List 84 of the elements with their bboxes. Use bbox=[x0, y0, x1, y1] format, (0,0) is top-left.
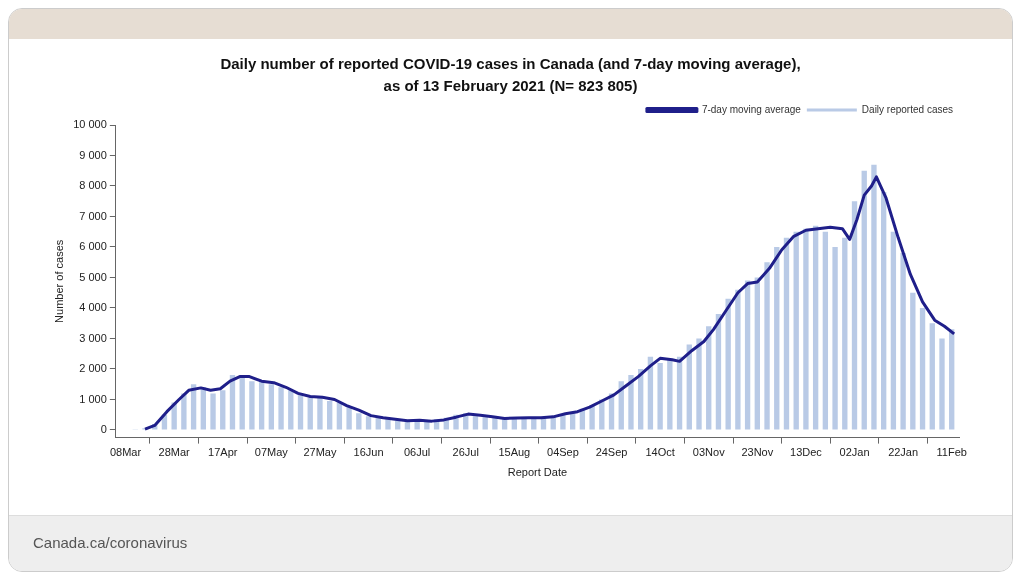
x-tick-label: 28Mar bbox=[158, 446, 191, 459]
x-tick-label: 24Sep bbox=[595, 446, 628, 459]
bar bbox=[881, 192, 887, 430]
bar bbox=[774, 246, 780, 430]
x-tick-label: 14Oct bbox=[645, 446, 675, 459]
bar bbox=[744, 280, 751, 430]
bar bbox=[268, 384, 275, 430]
bar bbox=[521, 417, 527, 430]
bar bbox=[385, 419, 391, 430]
bar bbox=[735, 289, 741, 430]
bar bbox=[297, 394, 304, 430]
bar bbox=[812, 225, 819, 430]
bar bbox=[861, 170, 867, 430]
bar bbox=[560, 414, 566, 430]
x-tick-label: 11Feb bbox=[936, 446, 967, 459]
bar bbox=[492, 417, 498, 430]
bar bbox=[910, 292, 916, 430]
bar bbox=[793, 231, 799, 430]
bar bbox=[346, 407, 352, 430]
bar bbox=[356, 413, 362, 430]
bar bbox=[851, 201, 858, 430]
bar bbox=[919, 307, 926, 430]
x-tick-label: 17Apr bbox=[208, 446, 238, 459]
bar bbox=[832, 246, 838, 430]
x-tick-label: 06Jul bbox=[404, 446, 431, 459]
bar bbox=[871, 164, 877, 430]
bar bbox=[249, 381, 255, 430]
bar bbox=[822, 231, 829, 430]
bar bbox=[258, 381, 265, 430]
y-tick-label: 4 000 bbox=[79, 301, 107, 314]
x-tick-label: 13Dec bbox=[790, 446, 823, 459]
bar bbox=[472, 416, 479, 430]
y-tick-label: 7 000 bbox=[79, 209, 107, 222]
bar bbox=[754, 277, 760, 430]
bar bbox=[278, 387, 284, 430]
x-tick-label: 08Mar bbox=[109, 446, 142, 459]
x-tick-label: 15Aug bbox=[498, 446, 531, 459]
x-tick-label: 26Jul bbox=[452, 446, 479, 459]
bar bbox=[210, 393, 216, 430]
bar bbox=[949, 329, 955, 430]
bar bbox=[696, 338, 702, 430]
bar bbox=[307, 397, 313, 430]
x-tick-label: 02Jan bbox=[839, 446, 870, 459]
bar bbox=[628, 375, 634, 430]
y-tick-label: 9 000 bbox=[79, 148, 107, 161]
bar bbox=[764, 262, 770, 430]
bar bbox=[890, 231, 897, 430]
y-axis-title: Number of cases bbox=[52, 239, 65, 323]
bar bbox=[803, 228, 809, 430]
x-tick-label: 23Nov bbox=[741, 446, 774, 459]
x-tick-label: 22Jan bbox=[888, 446, 919, 459]
text: Canada.ca/coronavirus bbox=[33, 534, 188, 551]
bar bbox=[220, 390, 226, 430]
chart-subtitle: as of 13 February 2021 (N= 823 805) bbox=[382, 76, 639, 96]
x-tick-label: 27May bbox=[303, 446, 337, 459]
legend-label: 7-day moving average bbox=[701, 103, 802, 115]
bar bbox=[667, 359, 673, 430]
bar bbox=[327, 401, 333, 430]
x-axis-title: Report Date bbox=[507, 466, 568, 479]
bar bbox=[181, 393, 187, 430]
x-tick-label: 16Jun bbox=[353, 446, 384, 459]
y-tick-label: 5 000 bbox=[79, 270, 107, 283]
bar bbox=[783, 237, 790, 430]
bar bbox=[939, 338, 945, 430]
bar bbox=[317, 396, 323, 430]
bar bbox=[929, 323, 935, 430]
x-tick-label: 03Nov bbox=[692, 446, 726, 459]
y-tick-label: 2 000 bbox=[79, 362, 107, 375]
y-tick-label: 3 000 bbox=[79, 331, 107, 344]
bar bbox=[589, 405, 595, 430]
y-tick-label: 10 000 bbox=[73, 118, 107, 131]
bar bbox=[288, 390, 294, 430]
bar bbox=[900, 253, 906, 430]
bar bbox=[842, 237, 848, 430]
x-tick-label: 07May bbox=[254, 446, 289, 459]
x-tick-label: 04Sep bbox=[547, 446, 579, 459]
y-tick-label: 8 000 bbox=[79, 179, 107, 192]
chart-title: Daily number of reported COVID-19 cases in Canada (and 7-day moving average), bbox=[219, 54, 802, 74]
bar bbox=[725, 298, 731, 430]
legend-label: Daily reported cases bbox=[861, 103, 953, 115]
y-tick-label: 6 000 bbox=[79, 240, 107, 253]
y-tick-label: 0 bbox=[100, 423, 107, 436]
y-tick-label: 1 000 bbox=[79, 392, 107, 405]
bar bbox=[657, 362, 663, 430]
